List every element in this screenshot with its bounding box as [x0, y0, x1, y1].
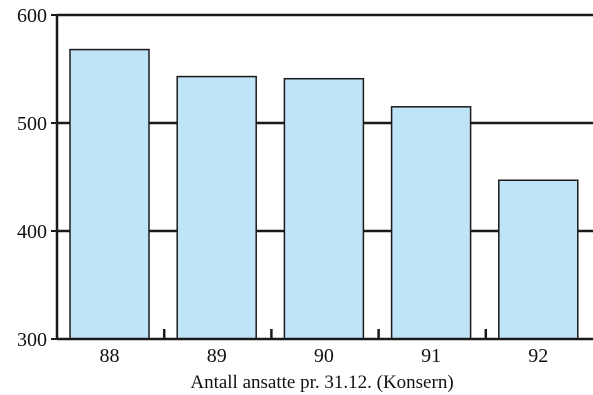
bar-88	[69, 48, 150, 340]
y-tick-labels: 300 400 500 600	[17, 5, 47, 351]
bar-90	[283, 77, 365, 340]
x-tick-label-89: 89	[207, 345, 227, 367]
x-tick-label-91: 91	[421, 345, 441, 367]
y-tick-label-500: 500	[17, 113, 47, 135]
bar-92	[498, 179, 579, 340]
x-tick-labels: 88 89 90 91 92	[100, 345, 549, 367]
bar-91	[390, 106, 472, 340]
bars	[69, 48, 579, 340]
x-tick-label-92: 92	[528, 345, 548, 367]
bar-89	[176, 75, 257, 340]
y-tick-label-400: 400	[17, 221, 47, 243]
x-axis-label: Antall ansatte pr. 31.12. (Konsern)	[190, 372, 453, 393]
x-tick-label-90: 90	[314, 345, 334, 367]
y-tick-label-600: 600	[17, 5, 47, 27]
x-tick-label-88: 88	[100, 345, 120, 367]
y-tick-label-300: 300	[17, 329, 47, 351]
axes	[51, 14, 593, 341]
